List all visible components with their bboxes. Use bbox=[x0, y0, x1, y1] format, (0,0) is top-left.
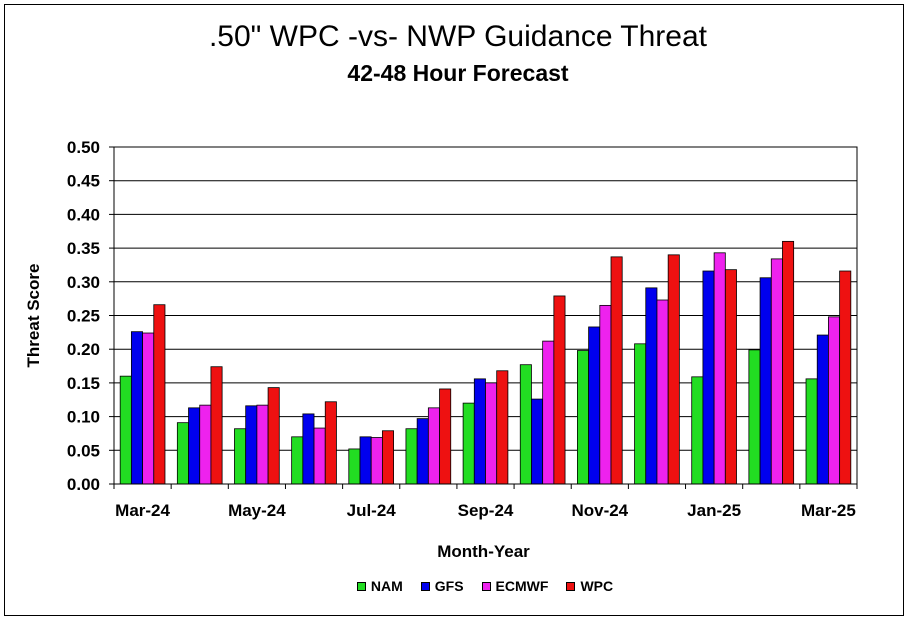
legend-item-nam: NAM bbox=[356, 578, 403, 594]
bar-gfs bbox=[130, 331, 143, 485]
x-tick-label: May-24 bbox=[228, 501, 286, 520]
bar-wpc bbox=[267, 387, 280, 485]
bar-nam bbox=[519, 364, 532, 485]
x-axis-title: Month-Year bbox=[437, 542, 530, 561]
bar-ecmwf bbox=[427, 407, 440, 485]
bar-ecmwf bbox=[256, 404, 269, 485]
bar-nam bbox=[405, 428, 418, 485]
bar-wpc bbox=[553, 295, 566, 485]
bar-ecmwf bbox=[542, 340, 555, 485]
x-tick-label: Jul-24 bbox=[347, 501, 397, 520]
chart-title: .50" WPC -vs- NWP Guidance Threat bbox=[208, 20, 708, 53]
bar-wpc bbox=[782, 240, 795, 485]
bar-nam bbox=[691, 376, 704, 485]
bar-ecmwf bbox=[485, 382, 498, 485]
bar-gfs bbox=[245, 405, 258, 485]
bar-ecmwf bbox=[713, 252, 726, 485]
bar-gfs bbox=[759, 277, 772, 485]
bar-gfs bbox=[359, 436, 372, 485]
legend-label: GFS bbox=[434, 578, 464, 594]
x-tick-label: Nov-24 bbox=[571, 501, 628, 520]
legend-item-wpc: WPC bbox=[566, 578, 613, 594]
bar-gfs bbox=[702, 270, 715, 485]
y-tick-label: 0.30 bbox=[67, 273, 100, 292]
x-tick-label: Mar-24 bbox=[115, 501, 170, 520]
y-tick-label: 0.00 bbox=[67, 475, 100, 494]
bar-gfs bbox=[416, 418, 429, 485]
legend-label: WPC bbox=[580, 578, 614, 594]
bar-ecmwf bbox=[656, 299, 669, 485]
bar-gfs bbox=[188, 407, 201, 485]
legend-swatch bbox=[356, 581, 366, 591]
bar-wpc bbox=[381, 430, 394, 485]
plot-border bbox=[113, 146, 858, 485]
legend-item-gfs: GFS bbox=[420, 578, 464, 594]
y-tick-label: 0.05 bbox=[67, 441, 100, 460]
bar-nam bbox=[748, 349, 761, 485]
bar-ecmwf bbox=[199, 404, 212, 485]
bar-ecmwf bbox=[313, 427, 326, 485]
x-tick-label: Jan-25 bbox=[687, 501, 741, 520]
bar-gfs bbox=[473, 378, 486, 485]
bar-nam bbox=[234, 428, 247, 485]
y-tick-label: 0.45 bbox=[67, 172, 100, 191]
bar-nam bbox=[577, 350, 590, 485]
bar-wpc bbox=[153, 304, 166, 485]
legend-swatch bbox=[481, 581, 491, 591]
bar-ecmwf bbox=[370, 437, 383, 485]
bar-wpc bbox=[496, 370, 509, 485]
bar-nam bbox=[348, 448, 361, 485]
chart-subtitle: 42-48 Hour Forecast bbox=[347, 60, 569, 86]
bar-gfs bbox=[588, 326, 601, 485]
bar-wpc bbox=[724, 269, 737, 485]
bar-gfs bbox=[531, 398, 544, 485]
bar-wpc bbox=[210, 366, 223, 485]
bar-gfs bbox=[816, 334, 829, 485]
y-tick-label: 0.10 bbox=[67, 408, 100, 427]
legend-swatch bbox=[566, 581, 576, 591]
bar-gfs bbox=[302, 413, 315, 485]
y-tick-label: 0.50 bbox=[67, 138, 100, 157]
chart-legend: NAM GFS ECMWF WPC bbox=[0, 578, 910, 594]
y-tick-label: 0.35 bbox=[67, 239, 100, 258]
y-tick-label: 0.20 bbox=[67, 340, 100, 359]
bar-ecmwf bbox=[770, 258, 783, 485]
bar-wpc bbox=[439, 388, 452, 485]
legend-label: NAM bbox=[370, 578, 403, 594]
x-tick-label: Sep-24 bbox=[458, 501, 514, 520]
y-tick-label: 0.25 bbox=[67, 307, 100, 326]
bar-wpc bbox=[324, 401, 337, 485]
bar-gfs bbox=[645, 287, 658, 485]
bar-wpc bbox=[839, 270, 852, 485]
bar-ecmwf bbox=[142, 332, 155, 485]
legend-item-ecmwf: ECMWF bbox=[481, 578, 549, 594]
bar-ecmwf bbox=[828, 316, 841, 485]
bar-nam bbox=[462, 402, 475, 485]
bar-nam bbox=[176, 422, 189, 485]
legend-label: ECMWF bbox=[495, 578, 549, 594]
bar-nam bbox=[805, 378, 818, 485]
x-tick-label: Mar-25 bbox=[801, 501, 856, 520]
bar-wpc bbox=[610, 256, 623, 485]
y-tick-label: 0.40 bbox=[67, 205, 100, 224]
y-tick-label: 0.15 bbox=[67, 374, 100, 393]
bar-nam bbox=[291, 436, 304, 485]
bar-wpc bbox=[667, 254, 680, 485]
y-axis-title: Threat Score bbox=[24, 264, 43, 368]
legend-swatch bbox=[420, 581, 430, 591]
bar-nam bbox=[119, 375, 132, 485]
bar-nam bbox=[634, 343, 647, 485]
bar-ecmwf bbox=[599, 304, 612, 485]
